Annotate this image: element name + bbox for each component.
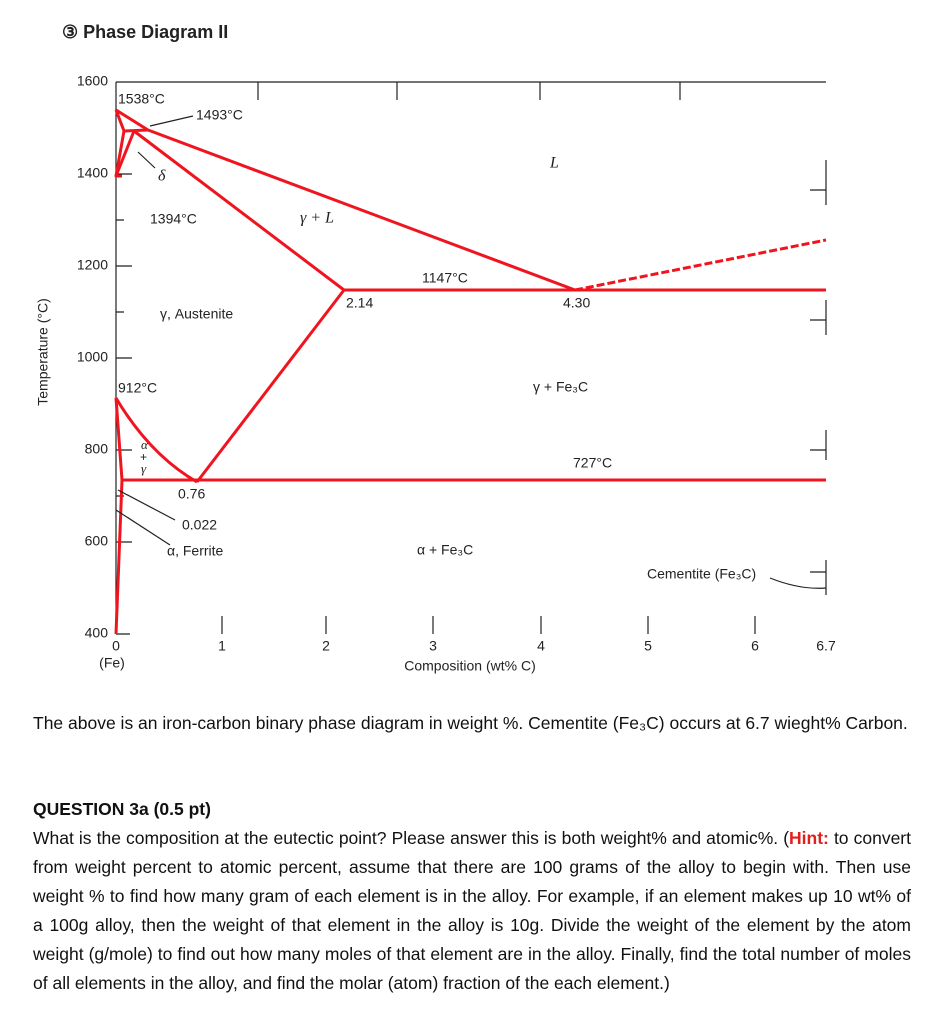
x-tick-label: 2: [322, 638, 330, 654]
annotation: 4.30: [563, 295, 590, 311]
annotation: 2.14: [346, 295, 373, 311]
question-text: to convert from weight percent to atomic…: [33, 828, 911, 993]
annotation: 0.76: [178, 486, 205, 502]
phase-diagram: ③ Phase Diagram II 1600 1400 1200 1000 8…: [35, 22, 836, 674]
intro-text: The above is an iron-carbon binary phase…: [33, 713, 908, 733]
annotation: 1147°C: [422, 270, 468, 286]
annotation: δ: [158, 168, 166, 185]
annotation: 0.022: [182, 517, 217, 533]
phase-lines: [114, 108, 827, 635]
y-tick-label: 1200: [77, 257, 108, 273]
x-tick-label: 5: [644, 638, 652, 654]
x-sublabel: (Fe): [99, 655, 125, 671]
annotation: 1394°C: [150, 211, 197, 227]
x-tick-label: 6: [751, 638, 759, 654]
y-axis-label: Temperature (°C): [35, 298, 51, 406]
annotation: α: [141, 437, 149, 452]
x-tick-label: 1: [218, 638, 226, 654]
annotation: γ + L: [300, 210, 334, 227]
y-tick-label: 1000: [77, 349, 108, 365]
y-tick-label: 1600: [77, 73, 108, 89]
title: ③ Phase Diagram II: [62, 22, 228, 42]
annotation: Cementite (Fe₃C): [647, 566, 756, 582]
question-heading: QUESTION 3a (0.5 pt): [33, 799, 211, 819]
annotation: γ: [141, 461, 147, 476]
y-tick-label: 600: [85, 533, 109, 549]
annotation: 727°C: [573, 455, 612, 471]
annotation: 912°C: [118, 380, 157, 396]
annotation: 1538°C: [118, 91, 165, 107]
x-tick-label: 4: [537, 638, 545, 654]
annotation: α, Ferrite: [167, 543, 224, 559]
annotation: γ + Fe₃C: [533, 379, 588, 395]
axes: [115, 81, 827, 635]
question-body: What is the composition at the eutectic …: [33, 824, 911, 998]
x-tick-label: 6.7: [816, 638, 836, 654]
annotation: α + Fe₃C: [417, 542, 473, 558]
x-tick-label: 0: [112, 638, 120, 654]
annotation: γ, Austenite: [160, 306, 233, 322]
question-text: What is the composition at the eutectic …: [33, 828, 790, 848]
x-tick-label: 3: [429, 638, 437, 654]
y-tick-label: 800: [85, 441, 109, 457]
annotation: 1493°C: [196, 107, 243, 123]
x-axis-label: Composition (wt% C): [404, 658, 535, 674]
annotation: +: [140, 450, 147, 464]
annotation: L: [549, 155, 559, 172]
y-tick-label: 400: [85, 625, 109, 641]
leaders: [115, 115, 827, 589]
y-tick-label: 1400: [77, 165, 108, 181]
question: QUESTION 3a (0.5 pt) What is the composi…: [33, 795, 911, 998]
hint-label: Hint:: [789, 828, 829, 848]
